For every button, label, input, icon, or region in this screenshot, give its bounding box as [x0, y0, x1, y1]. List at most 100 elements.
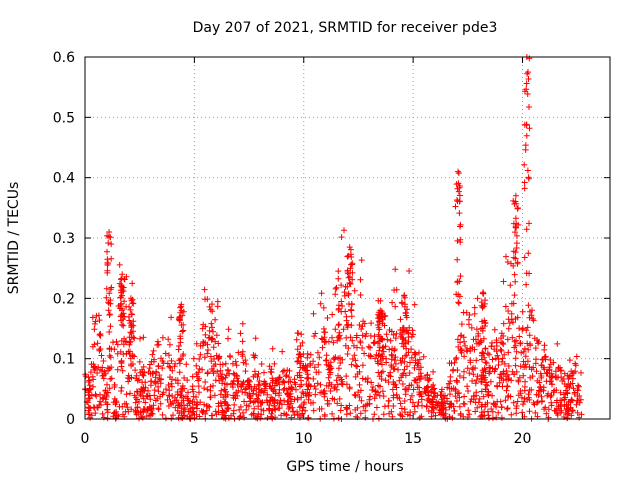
data-point — [447, 373, 454, 380]
data-point — [264, 391, 271, 398]
data-point — [411, 408, 418, 415]
data-point — [401, 358, 408, 365]
data-point — [320, 304, 327, 311]
data-point — [398, 374, 405, 381]
data-point — [310, 375, 317, 382]
data-point — [528, 312, 535, 319]
data-point — [393, 286, 400, 293]
data-point — [106, 290, 113, 297]
data-point — [168, 415, 175, 422]
data-point — [532, 345, 539, 352]
data-point — [343, 313, 350, 320]
data-point — [375, 382, 382, 389]
data-point — [312, 391, 319, 398]
data-point — [505, 349, 512, 356]
data-point — [354, 404, 361, 411]
data-point — [578, 369, 584, 376]
data-point — [346, 385, 353, 392]
data-point — [224, 401, 231, 408]
data-point — [497, 398, 504, 405]
data-point — [376, 318, 383, 325]
data-point — [385, 379, 392, 386]
data-point — [251, 405, 258, 412]
data-point — [504, 336, 511, 343]
data-point — [136, 398, 142, 405]
data-point — [461, 393, 468, 400]
data-point — [269, 345, 276, 352]
data-point — [170, 412, 176, 419]
data-point — [108, 375, 115, 382]
data-point — [201, 385, 208, 392]
data-point — [126, 303, 133, 310]
data-point — [455, 300, 462, 307]
data-point — [100, 358, 107, 364]
data-point — [453, 181, 460, 188]
data-point — [524, 358, 531, 365]
data-point — [349, 260, 356, 267]
data-point — [189, 386, 196, 393]
data-point — [180, 327, 187, 334]
data-point — [513, 232, 520, 239]
data-point — [318, 389, 325, 396]
data-point — [518, 349, 525, 356]
data-point — [444, 384, 451, 391]
data-point — [164, 360, 171, 367]
data-point — [132, 399, 139, 406]
data-point — [456, 184, 463, 191]
data-point — [85, 379, 92, 385]
data-point — [482, 386, 489, 393]
data-point — [408, 392, 415, 399]
data-point — [499, 340, 506, 347]
data-point — [335, 302, 342, 309]
data-point — [510, 262, 517, 269]
data-point — [343, 334, 350, 341]
data-point — [297, 364, 304, 371]
y-tick-label: 0.6 — [53, 50, 75, 66]
data-point — [119, 403, 126, 410]
data-point — [240, 359, 247, 366]
data-point — [107, 323, 114, 330]
data-point — [476, 395, 483, 402]
data-point — [338, 308, 345, 315]
data-point — [455, 299, 462, 306]
data-point — [505, 376, 512, 383]
data-point — [526, 220, 532, 227]
data-point — [359, 375, 366, 382]
data-point — [94, 370, 101, 376]
data-point — [209, 412, 216, 419]
data-point — [526, 332, 533, 339]
data-point — [529, 315, 536, 322]
data-point — [540, 356, 546, 363]
data-point — [464, 347, 471, 353]
data-point — [255, 370, 262, 377]
data-point — [393, 330, 400, 337]
data-point — [407, 359, 413, 366]
data-point — [395, 366, 401, 373]
data-point — [377, 307, 384, 314]
data-point — [357, 410, 364, 417]
data-point — [520, 348, 527, 355]
data-point — [379, 313, 385, 320]
data-point — [494, 352, 501, 359]
data-point — [371, 395, 378, 402]
data-point — [338, 376, 345, 383]
data-point — [258, 361, 265, 367]
data-point — [359, 323, 366, 330]
data-point — [364, 401, 371, 408]
data-point — [495, 356, 502, 363]
data-point — [159, 365, 166, 372]
data-point — [367, 344, 374, 351]
data-point — [521, 364, 528, 371]
data-point — [217, 367, 224, 374]
data-point — [548, 378, 555, 385]
data-point — [215, 340, 222, 347]
data-point — [88, 361, 95, 368]
data-point — [168, 383, 175, 390]
data-point — [418, 413, 425, 420]
data-point — [191, 399, 198, 406]
data-point — [450, 366, 457, 373]
data-point — [430, 368, 437, 375]
data-point — [304, 371, 311, 378]
data-point — [120, 341, 127, 348]
